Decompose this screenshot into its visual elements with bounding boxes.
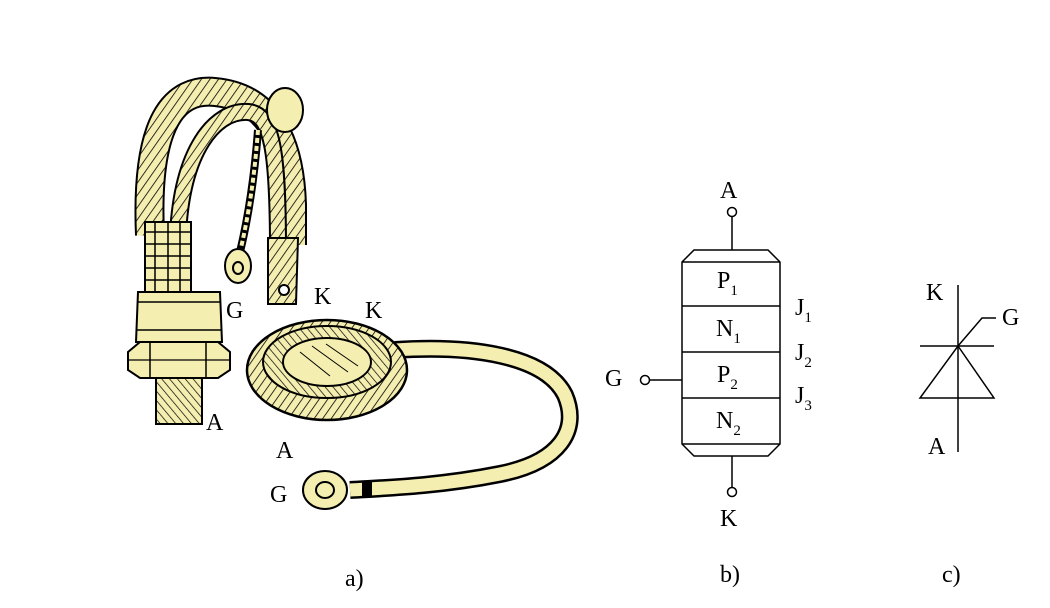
symbol-gate-lead — [957, 317, 996, 347]
stud-anode-label: A — [206, 410, 224, 436]
layer-n1-label: N1 — [716, 316, 741, 347]
cathode-terminal — [726, 486, 738, 498]
panel-b: A P1 N1 P2 N2 J1 J2 J3 G K b) — [605, 178, 812, 588]
symbol-triangle — [918, 344, 996, 399]
panel-c-caption: c) — [942, 562, 961, 588]
layer-n2-label: N2 — [716, 408, 741, 439]
panel-a-caption: a) — [345, 566, 364, 592]
stud-thyristor-drawing — [127, 76, 307, 425]
gate-terminal — [639, 374, 651, 386]
junction-j2-label: J2 — [795, 340, 812, 371]
structure-cathode-label: K — [720, 506, 738, 532]
symbol-cathode-label: K — [926, 280, 944, 306]
anode-terminal — [726, 206, 738, 218]
panel-c: K G A c) — [918, 280, 1019, 588]
structure-anode-label: A — [720, 178, 738, 204]
disc-thyristor-drawing — [245, 318, 579, 510]
symbol-gate-label: G — [1002, 305, 1019, 331]
disc-gate-label: G — [270, 482, 287, 508]
junction-j1-label: J1 — [795, 295, 812, 326]
disc-cathode-label: K — [365, 298, 383, 324]
layer-p2-label: P2 — [717, 362, 738, 393]
stud-gate-label: G — [226, 298, 243, 324]
stud-cathode-label: K — [314, 284, 332, 310]
junction-j3-label: J3 — [795, 383, 812, 414]
structure-gate-label: G — [605, 366, 622, 392]
disc-anode-label: A — [276, 438, 294, 464]
layer-p1-label: P1 — [717, 268, 738, 299]
panel-a: G K A K A G a) — [127, 76, 579, 592]
panel-b-caption: b) — [720, 562, 740, 588]
symbol-anode-label: A — [928, 434, 946, 460]
